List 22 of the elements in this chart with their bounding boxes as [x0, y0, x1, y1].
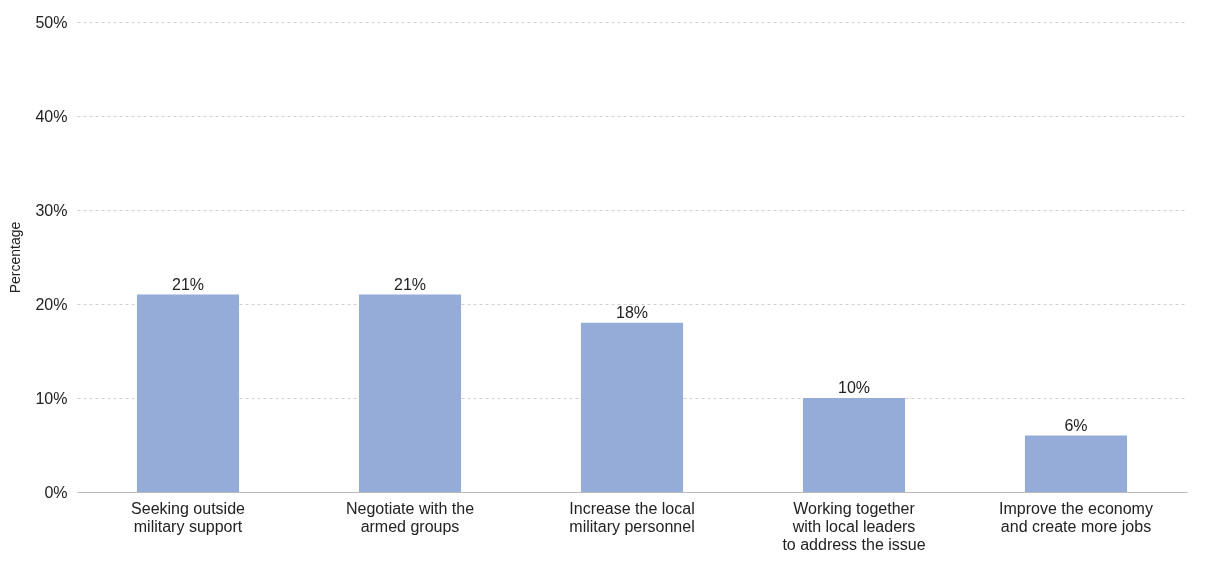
- bar: [802, 398, 906, 492]
- data-label: 21%: [171, 275, 205, 293]
- x-tick-label: Seeking outside military support: [131, 499, 246, 535]
- data-label: 18%: [615, 303, 649, 321]
- x-tick-label: Working together with local leaders to address the issue: [782, 499, 926, 553]
- y-tick-label: 40%: [35, 107, 68, 125]
- bar: [580, 322, 684, 492]
- bar: [358, 294, 462, 492]
- x-tick-label: Improve the economy and create more jobs: [999, 499, 1153, 535]
- y-tick-label: 10%: [35, 389, 68, 407]
- y-axis-title: Percentage: [7, 221, 24, 294]
- bar: [1024, 435, 1128, 492]
- data-label: 21%: [393, 275, 427, 293]
- data-label: 6%: [1064, 416, 1088, 434]
- y-tick-label: 20%: [35, 295, 68, 313]
- y-tick-label: 50%: [35, 13, 68, 31]
- bar: [136, 294, 240, 492]
- x-tick-label: Negotiate with the armed groups: [345, 499, 475, 535]
- y-tick-label: 0%: [44, 483, 68, 501]
- y-tick-label: 30%: [35, 201, 68, 219]
- data-label: 10%: [837, 379, 871, 396]
- x-tick-label: Increase the local military personnel: [569, 499, 695, 535]
